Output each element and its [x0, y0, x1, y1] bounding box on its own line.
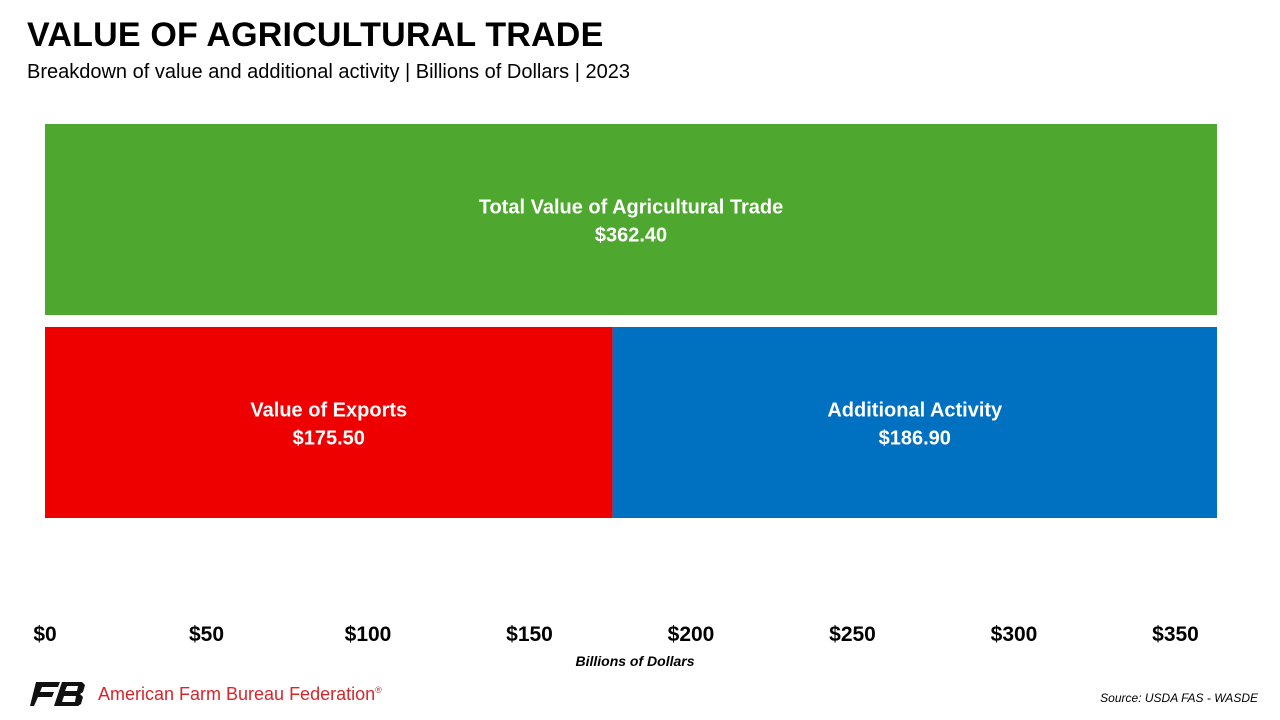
x-tick-label: $0 — [33, 623, 56, 646]
afbf-logo: American Farm Bureau Federation® — [30, 680, 382, 708]
bar-name-label: Additional Activity — [827, 400, 1003, 422]
bar-value-label: $175.50 — [293, 428, 365, 450]
page-subtitle: Breakdown of value and additional activi… — [27, 61, 630, 83]
org-name: American Farm Bureau Federation® — [98, 683, 382, 704]
bar-name-label: Value of Exports — [250, 400, 407, 422]
x-tick-label: $200 — [668, 623, 715, 646]
x-tick-label: $300 — [991, 623, 1038, 646]
bar-name-label: Total Value of Agricultural Trade — [479, 197, 784, 219]
x-tick-label: $250 — [829, 623, 876, 646]
x-tick-label: $350 — [1152, 623, 1199, 646]
x-tick-label: $150 — [506, 623, 553, 646]
x-tick-label: $100 — [345, 623, 392, 646]
bar-total-value-of-agricultural-trade — [45, 124, 1217, 315]
trade-chart: Total Value of Agricultural Trade $362.40… — [33, 124, 1217, 646]
x-axis-label: Billions of Dollars — [575, 653, 695, 669]
page-title: VALUE OF AGRICULTURAL TRADE — [27, 16, 604, 54]
bar-additional-activity — [612, 327, 1217, 518]
fb-logo-icon — [30, 682, 85, 706]
x-tick-label: $50 — [189, 623, 224, 646]
source-note: Source: USDA FAS - WASDE — [1100, 691, 1258, 705]
bar-value-label: $186.90 — [879, 428, 951, 450]
bar-value-of-exports — [45, 327, 613, 518]
bar-value-label: $362.40 — [595, 225, 667, 247]
